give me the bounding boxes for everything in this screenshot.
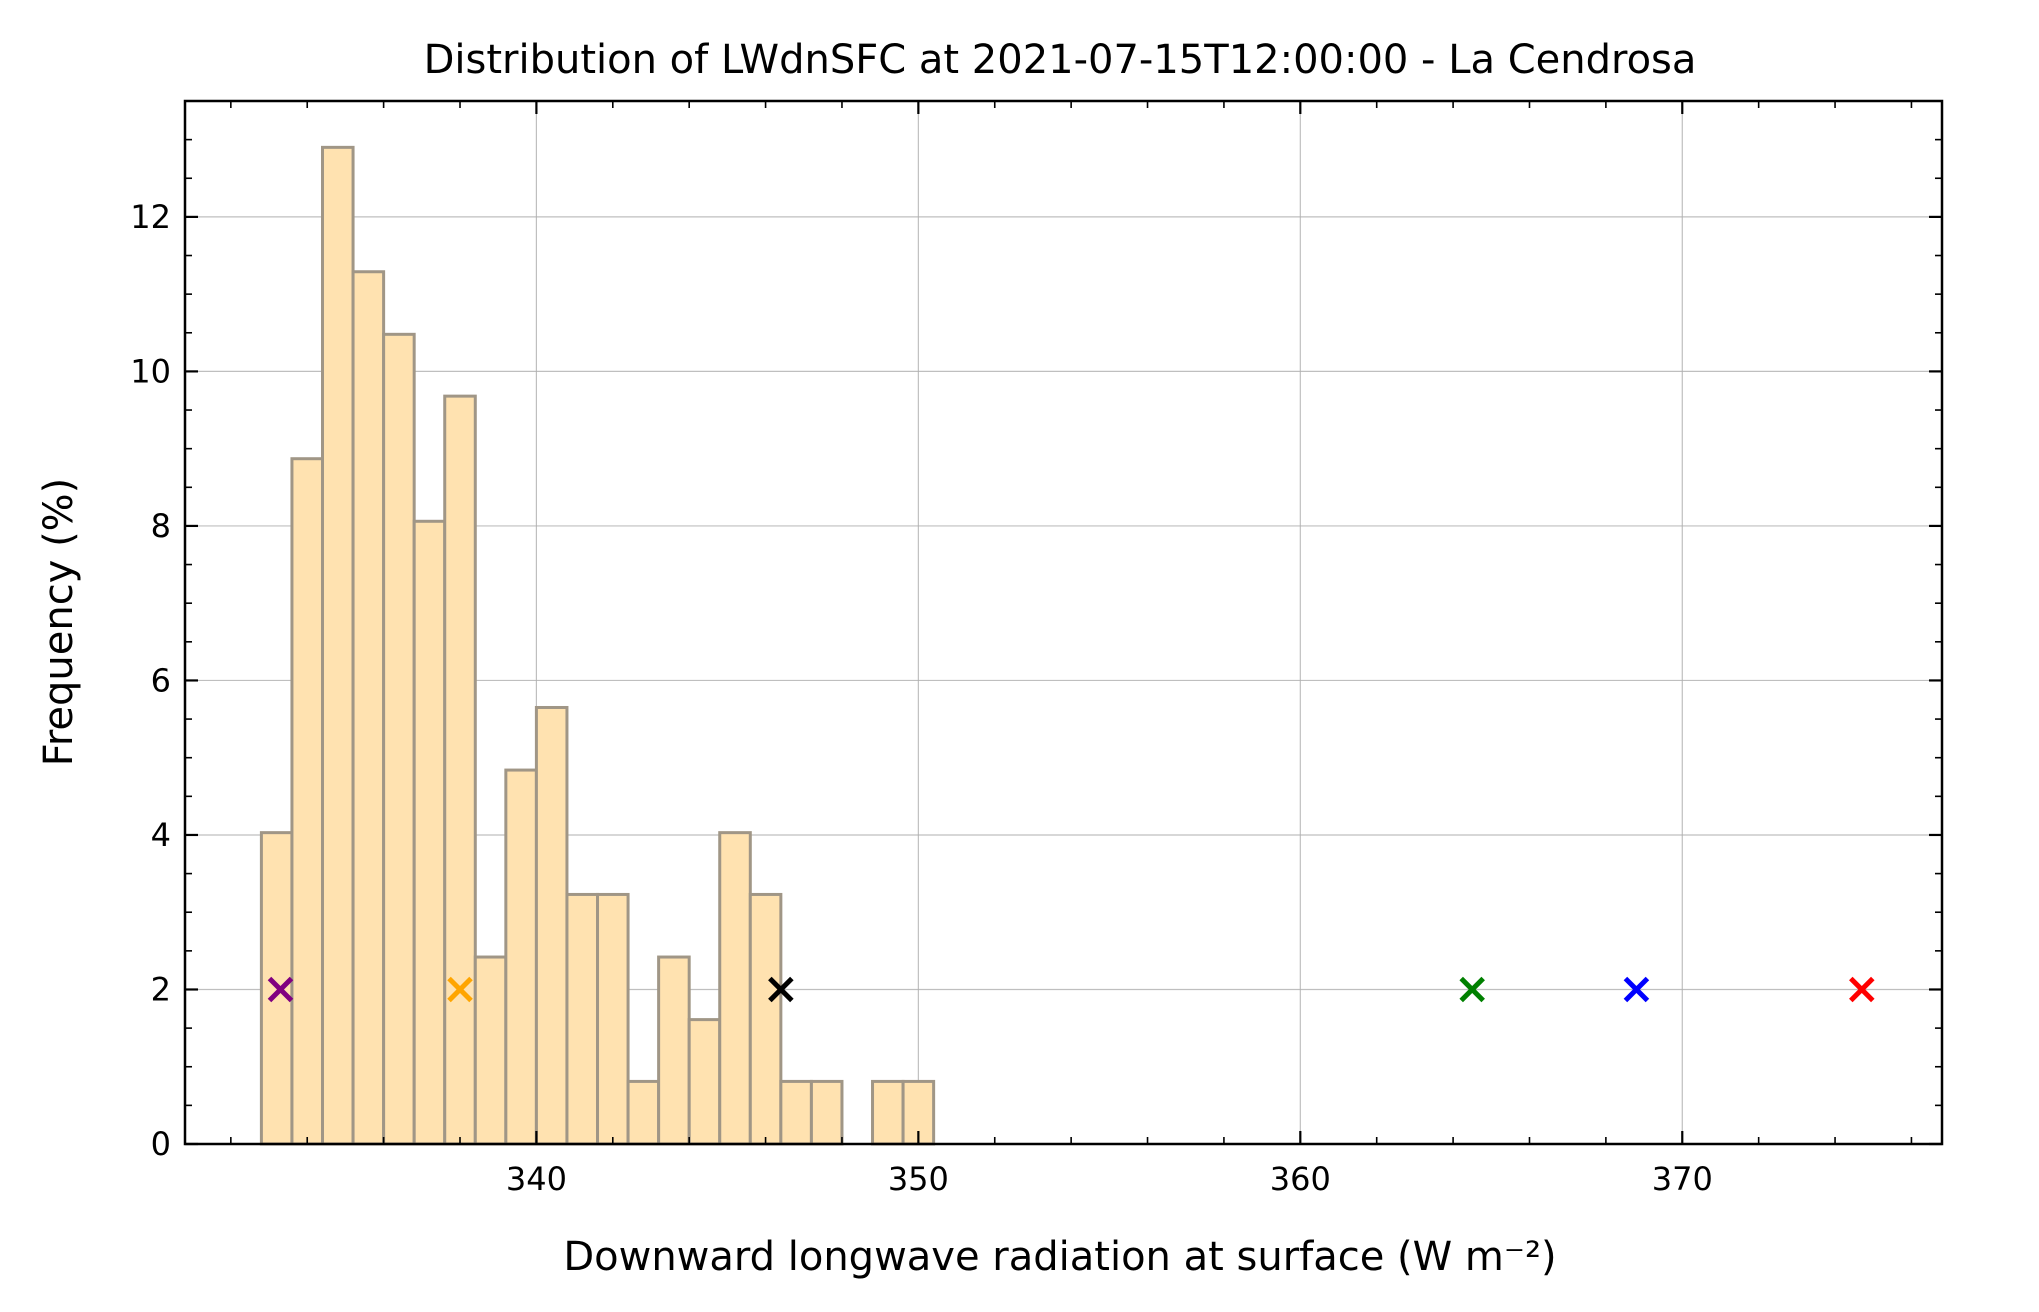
histogram-bar-12 [626,1079,661,1146]
x-tick-label-340: 340 [506,1160,567,1198]
histogram-bar-10 [565,892,600,1146]
histogram-bar-2 [321,145,355,1146]
marker-2 [768,976,794,1003]
axis-ticks [185,100,1942,1146]
marker-5 [1849,976,1875,1003]
histogram-bar-18 [809,1079,844,1146]
histogram-bar-15 [718,831,752,1146]
histogram-bar-14 [687,1018,722,1146]
marker-4-stroke-b [1623,976,1650,1003]
y-tick-label-12: 12 [130,198,171,236]
histogram-bar-17 [779,1079,813,1146]
histogram-bar-13 [657,955,691,1146]
marker-3 [1459,976,1485,1003]
histogram-bar-20 [871,1079,905,1146]
x-tick-label-370: 370 [1652,1160,1713,1198]
marker-3-stroke-b [1459,976,1485,1003]
marker-5-stroke-b [1849,976,1875,1003]
axis-tick-labels: 340 350 360 370 0 2 4 6 8 10 12 [130,198,1713,1198]
x-axis-label: Downward longwave radiation at surface (… [563,1234,1556,1280]
y-tick-label-0: 0 [151,1125,171,1163]
histogram-bar-4 [382,332,416,1146]
y-tick-label-8: 8 [151,507,171,545]
marker-1-stroke-b [447,976,473,1003]
marker-1 [447,976,473,1003]
marker-4 [1623,976,1650,1003]
histogram-bar-1 [290,457,325,1146]
histogram-bars [259,145,936,1146]
histogram-bar-16 [748,892,783,1146]
histogram-bar-11 [596,892,630,1146]
histogram-bar-9 [534,705,569,1146]
y-tick-label-2: 2 [151,970,171,1008]
x-tick-label-360: 360 [1270,1160,1331,1198]
statistic-markers [267,976,1875,1003]
marker-2-stroke-b [768,976,794,1003]
y-tick-label-4: 4 [151,816,171,854]
y-tick-label-6: 6 [151,661,171,699]
marker-0 [267,976,294,1003]
y-tick-label-10: 10 [130,352,171,390]
histogram-bar-3 [351,270,386,1146]
marker-0-stroke-b [267,976,294,1003]
chart-title: Distribution of LWdnSFC at 2021-07-15T12… [424,37,1697,83]
histogram-bar-5 [412,519,447,1146]
x-tick-label-350: 350 [888,1160,949,1198]
y-axis-label: Frequency (%) [36,478,82,767]
histogram-bar-7 [473,955,508,1146]
histogram-bar-6 [443,394,477,1146]
plot-frame [183,99,1944,1146]
histogram-bar-8 [504,768,538,1146]
